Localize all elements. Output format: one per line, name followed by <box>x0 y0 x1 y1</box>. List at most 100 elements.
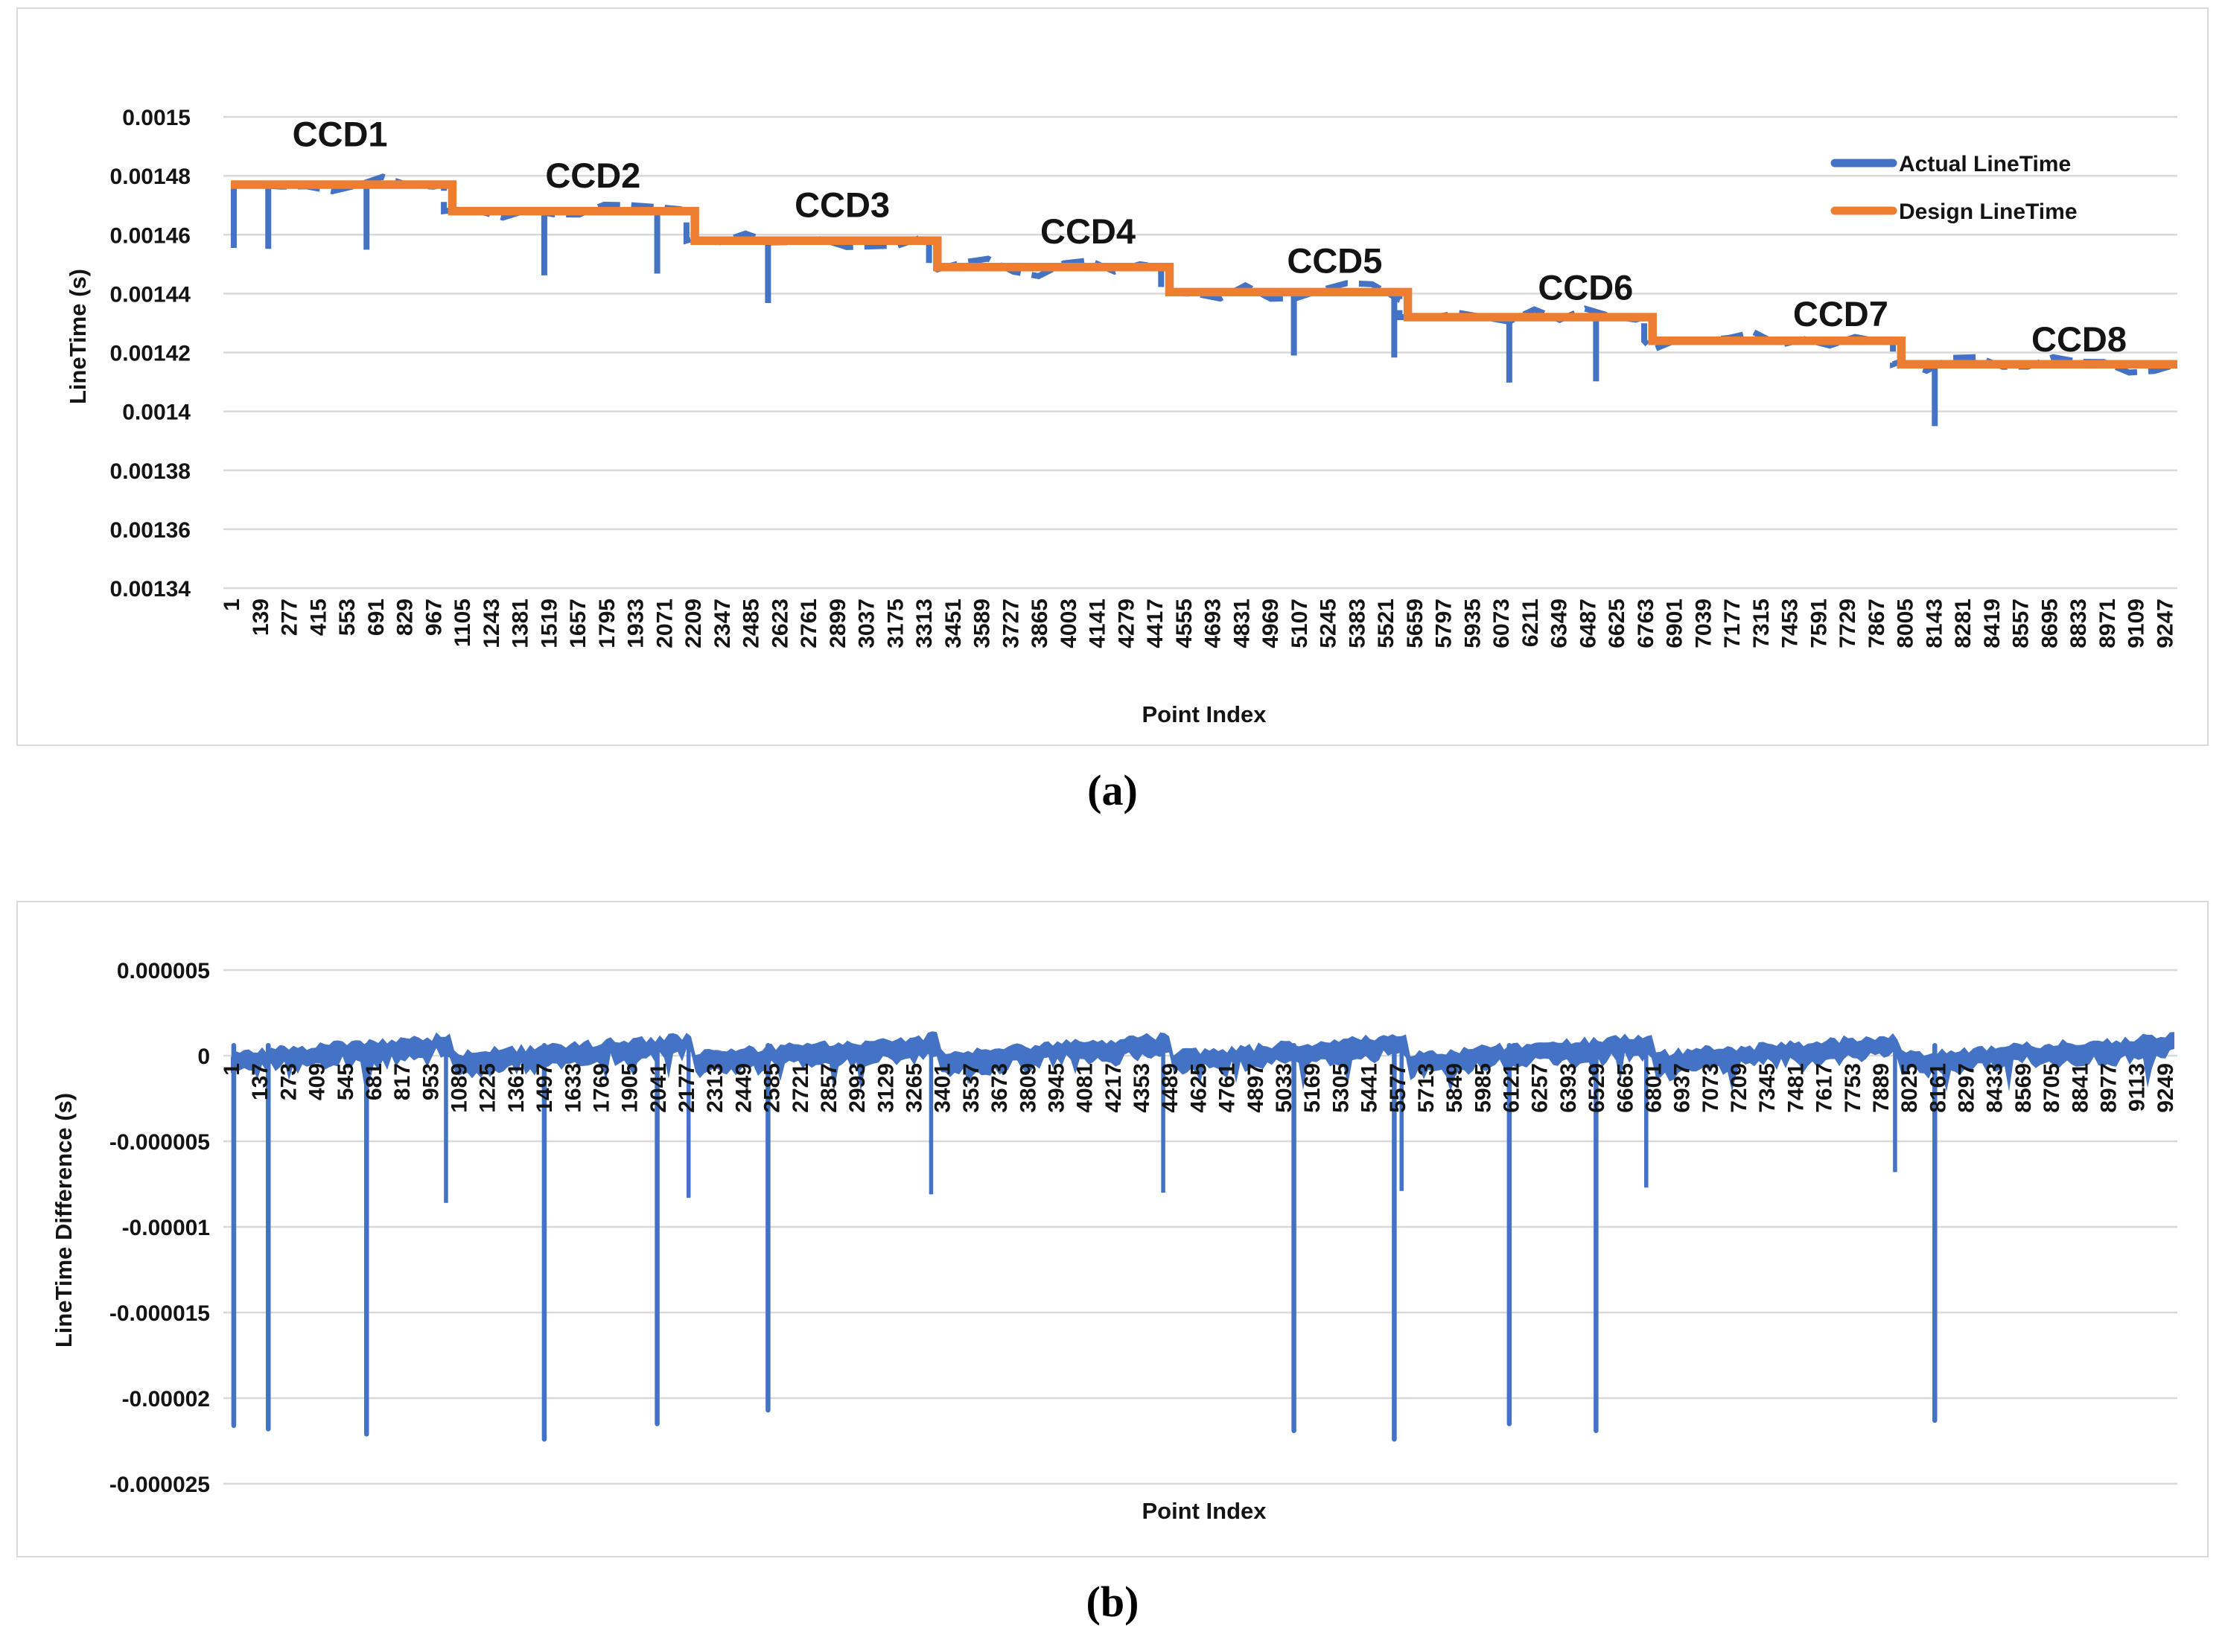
x-tick-label: 4003 <box>1057 599 1081 648</box>
x-tick-label: 1769 <box>590 1063 614 1113</box>
x-tick-label: 3865 <box>1028 599 1052 648</box>
x-tick-label: 9109 <box>2124 599 2149 648</box>
ccd-label: CCD3 <box>795 185 890 225</box>
x-tick-label: 1105 <box>451 599 475 647</box>
x-tick-label: 1 <box>220 599 244 611</box>
chart-b-y-axis-title: LineTime Difference (s) <box>51 1092 77 1348</box>
x-tick-label: 2485 <box>739 599 764 648</box>
x-tick-label: 4969 <box>1258 599 1283 648</box>
x-tick-label: 4897 <box>1244 1063 1268 1113</box>
x-tick-label: 8161 <box>1926 1063 1950 1113</box>
ccd-label: CCD2 <box>545 156 640 195</box>
x-tick-label: 8569 <box>2011 1063 2036 1113</box>
x-tick-label: 4693 <box>1201 599 1226 648</box>
ccd-label: CCD5 <box>1287 241 1382 281</box>
chart-a-plot: CCD1 CCD2 CCD3 CCD4 CCD5 CCD6 CCD7 CCD8 Actual L… <box>110 106 2179 648</box>
x-tick-label: 7753 <box>1841 1063 1865 1113</box>
x-tick-label: 2313 <box>703 1063 728 1113</box>
chart-a-y-axis-title: LineTime (s) <box>65 268 91 405</box>
x-tick-label: 8419 <box>1980 599 2005 648</box>
x-tick-label: 829 <box>393 599 418 636</box>
chart-b-x-axis-title: Point Index <box>1142 1498 1267 1524</box>
x-tick-label: 6529 <box>1585 1063 1609 1113</box>
x-tick-label: 4489 <box>1158 1063 1182 1113</box>
legend-label-design: Design LineTime <box>1899 200 2078 224</box>
x-tick-label: 4141 <box>1086 599 1110 648</box>
x-tick-label: 8705 <box>2040 1063 2064 1113</box>
y-tick-label: 0 <box>197 1045 210 1069</box>
x-tick-label: 817 <box>390 1063 415 1100</box>
x-tick-label: 8977 <box>2097 1063 2121 1113</box>
x-tick-label: 273 <box>276 1063 301 1100</box>
x-tick-label: 3727 <box>999 599 1023 648</box>
x-tick-label: 1795 <box>595 599 620 648</box>
legend-label-actual: Actual LineTime <box>1899 152 2071 176</box>
x-tick-label: 2585 <box>760 1063 785 1113</box>
x-tick-label: 4081 <box>1073 1063 1098 1113</box>
y-tick-label: 0.0014 <box>122 401 191 425</box>
x-tick-label: 4555 <box>1172 599 1197 648</box>
x-tick-label: 2177 <box>675 1063 699 1113</box>
x-tick-label: 953 <box>418 1063 443 1100</box>
x-tick-label: 3945 <box>1045 1063 1069 1113</box>
x-tick-label: 5169 <box>1300 1063 1325 1113</box>
ccd-label: CCD1 <box>293 115 388 154</box>
ccd-label: CCD6 <box>1538 267 1633 307</box>
y-tick-label: -0.000025 <box>109 1473 210 1497</box>
x-tick-label: 8005 <box>1894 599 1918 648</box>
x-tick-label: 9113 <box>2125 1063 2150 1112</box>
y-tick-label: 0.0015 <box>122 106 191 130</box>
x-tick-label: 7039 <box>1691 599 1716 648</box>
y-tick-label: 0.00146 <box>110 223 191 248</box>
x-tick-label: 8557 <box>2009 599 2034 648</box>
y-axis-tick-labels: 0.0015 0.00148 0.00146 0.00144 0.00142 0.0014… <box>110 106 191 602</box>
x-tick-label: 2721 <box>789 1063 813 1113</box>
x-tick-label: 8971 <box>2095 599 2120 648</box>
x-tick-label: 2071 <box>652 599 677 648</box>
x-tick-label: 1225 <box>476 1063 500 1113</box>
x-tick-label: 7591 <box>1807 599 1831 648</box>
x-tick-label: 2623 <box>768 599 792 648</box>
x-tick-label: 7073 <box>1699 1063 1723 1113</box>
caption-b: (b) <box>1086 1578 1139 1626</box>
x-tick-label: 545 <box>334 1063 358 1100</box>
x-tick-label: 1381 <box>509 599 533 648</box>
x-tick-label: 1089 <box>448 1063 472 1113</box>
x-tick-label: 2041 <box>646 1063 671 1113</box>
x-tick-label: 5305 <box>1328 1063 1353 1113</box>
x-tick-label: 967 <box>421 599 446 636</box>
x-tick-label: 139 <box>249 599 273 636</box>
x-tick-label: 1633 <box>561 1063 585 1113</box>
x-tick-label: 553 <box>335 599 360 636</box>
x-tick-label: 4353 <box>1130 1063 1154 1113</box>
x-tick-label: 5383 <box>1345 599 1369 648</box>
ccd-annotations: CCD1 CCD2 CCD3 CCD4 CCD5 CCD6 CCD7 CCD8 <box>293 115 2127 359</box>
x-tick-label: 7177 <box>1720 599 1745 648</box>
x-tick-label: 6121 <box>1500 1063 1524 1113</box>
x-tick-label: 3129 <box>873 1063 898 1113</box>
y-tick-label: 0.00142 <box>110 342 191 366</box>
x-tick-label: 5577 <box>1386 1063 1410 1113</box>
x-tick-label: 5521 <box>1374 599 1398 648</box>
x-tick-label: 8281 <box>1951 599 1976 648</box>
x-tick-label: 3313 <box>912 599 937 648</box>
y-tick-label: 0.00144 <box>110 282 191 307</box>
caption-a: (a) <box>1087 766 1138 814</box>
x-tick-label: 8695 <box>2037 599 2062 648</box>
difference-spikes <box>231 1042 1938 1442</box>
y-tick-label: -0.000015 <box>109 1301 210 1326</box>
x-tick-label: 8433 <box>1983 1063 2008 1113</box>
x-tick-label: 6257 <box>1528 1063 1553 1113</box>
x-tick-label: 8025 <box>1897 1063 1922 1113</box>
x-tick-label: 137 <box>248 1063 273 1100</box>
x-tick-label: 7481 <box>1783 1063 1808 1113</box>
x-tick-label: 2993 <box>845 1063 870 1113</box>
y-tick-label: -0.00001 <box>122 1216 210 1240</box>
ccd-label: CCD4 <box>1040 211 1136 251</box>
x-tick-label: 2857 <box>817 1063 841 1113</box>
x-tick-label: 6487 <box>1576 599 1600 648</box>
x-tick-label: 3401 <box>931 1063 955 1113</box>
y-tick-label: -0.00002 <box>122 1387 210 1412</box>
x-tick-label: 6937 <box>1670 1063 1695 1113</box>
x-tick-label: 4831 <box>1229 599 1254 648</box>
